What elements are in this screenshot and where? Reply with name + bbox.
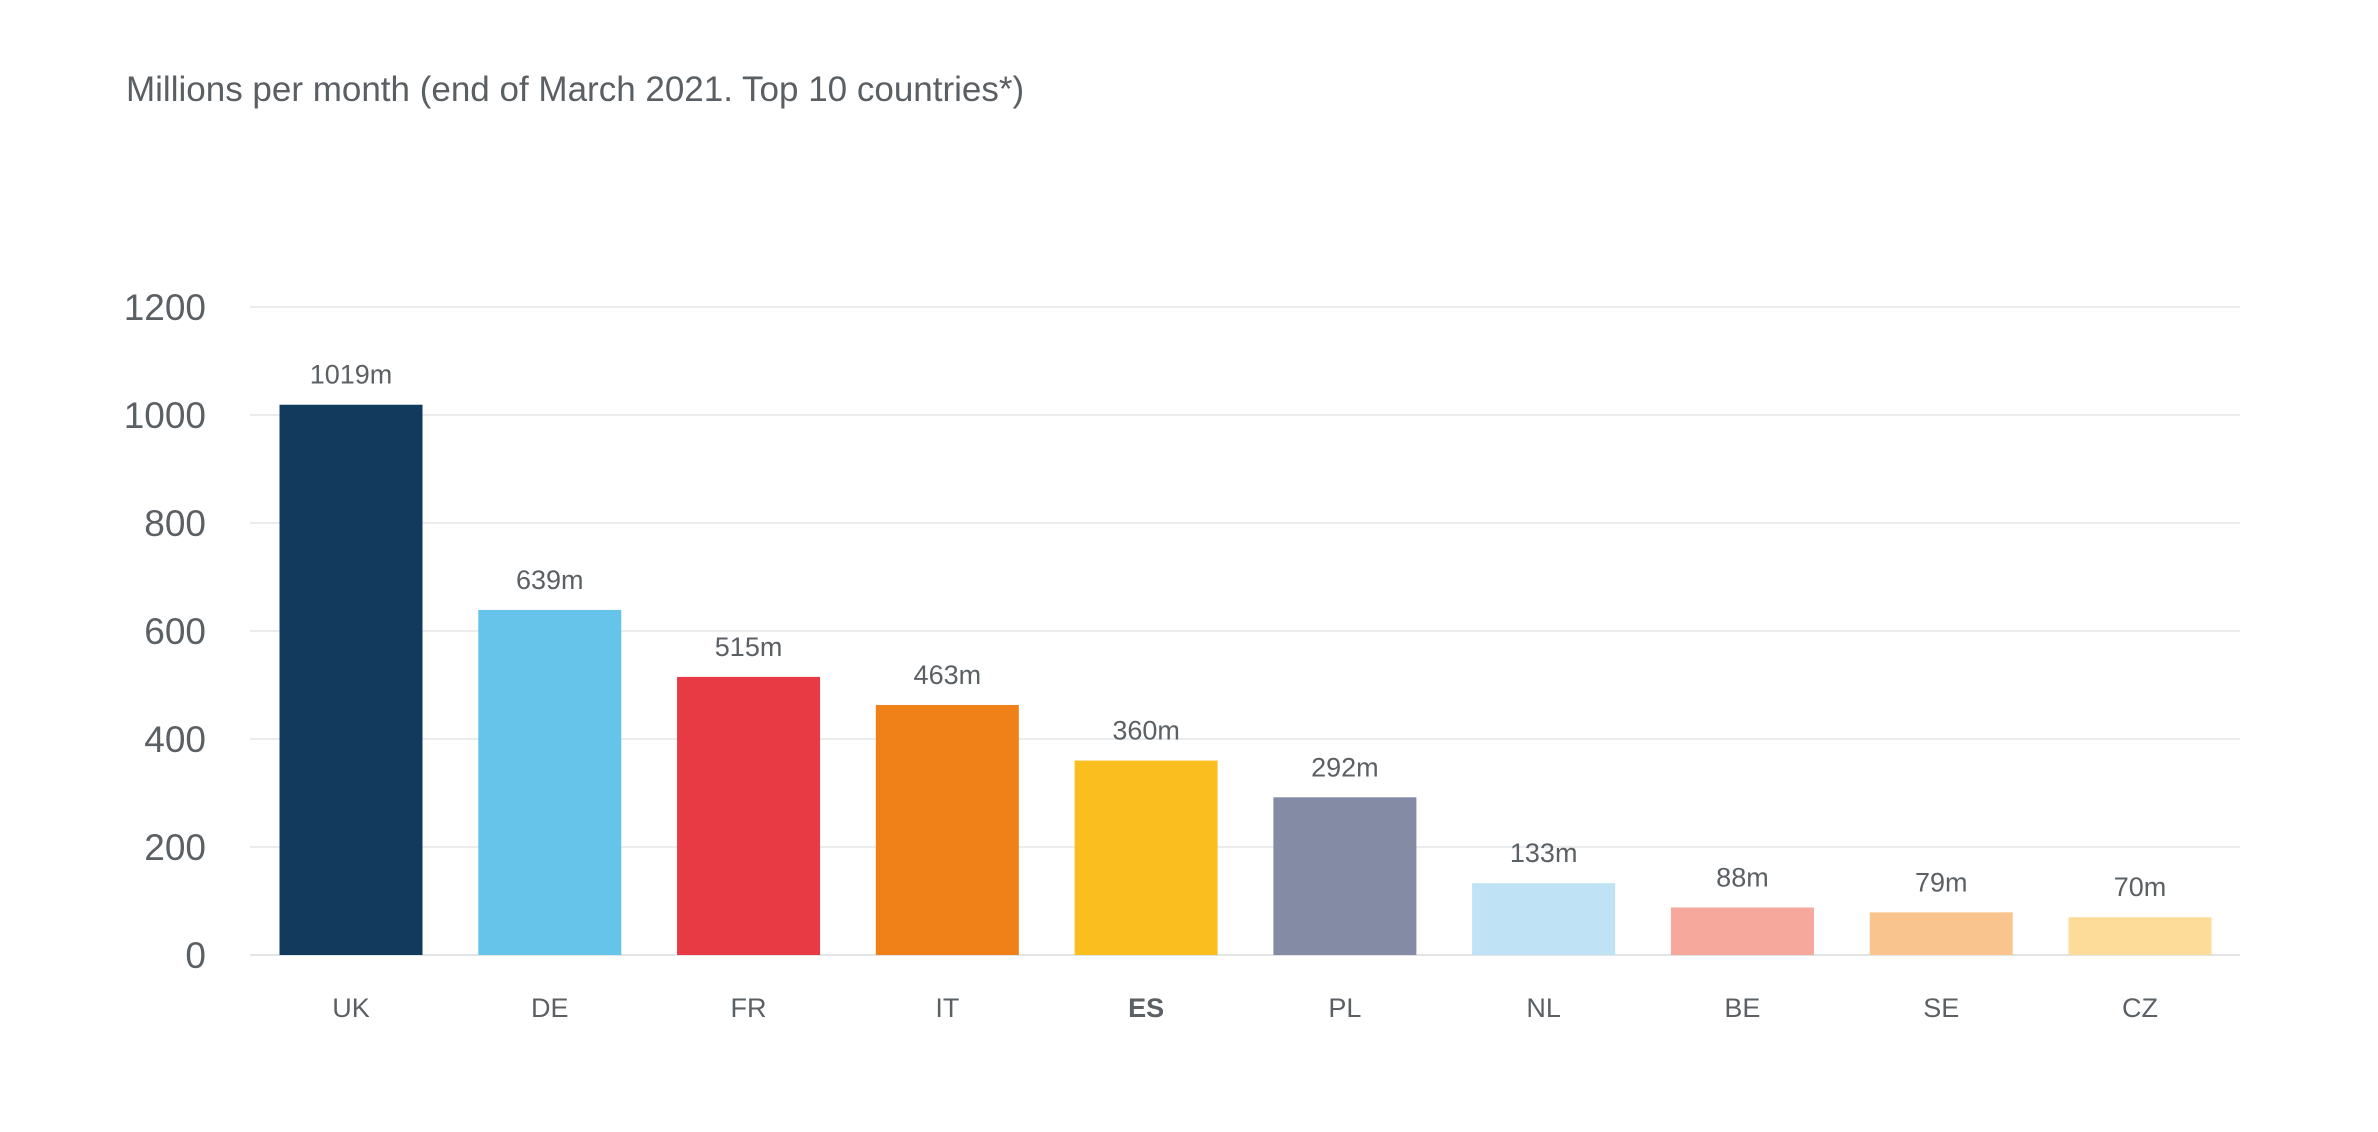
bars	[279, 404, 2212, 955]
data-label-se: 79m	[1915, 867, 1968, 897]
data-label-nl: 133m	[1510, 838, 1578, 868]
y-tick-label: 1000	[124, 395, 206, 436]
x-tick-label-be: BE	[1724, 993, 1760, 1023]
y-tick-label: 600	[144, 611, 206, 652]
data-label-de: 639m	[516, 565, 584, 595]
y-tick-label: 200	[144, 827, 206, 868]
y-tick-label: 400	[144, 719, 206, 760]
x-tick-label-cz: CZ	[2122, 993, 2158, 1023]
bar-es	[1074, 760, 1218, 955]
bar-de	[478, 609, 622, 955]
x-tick-label-fr: FR	[731, 993, 767, 1023]
y-tick-label: 0	[185, 935, 206, 976]
bar-se	[1869, 912, 2013, 955]
data-label-es: 360m	[1112, 716, 1180, 746]
data-label-pl: 292m	[1311, 752, 1379, 782]
chart-title: Millions per month (end of March 2021. T…	[126, 70, 1025, 109]
bar-cz	[2068, 917, 2212, 955]
y-tick-label: 1200	[124, 287, 206, 328]
x-tick-label-pl: PL	[1328, 993, 1361, 1023]
data-label-it: 463m	[914, 660, 982, 690]
bar-be	[1670, 907, 1814, 955]
x-tick-label-uk: UK	[332, 993, 370, 1023]
data-label-be: 88m	[1716, 862, 1769, 892]
x-axis-labels: UK DE FR IT ES PL NL BE SE CZ	[332, 993, 2158, 1023]
bar-it	[875, 704, 1019, 955]
x-tick-label-es: ES	[1128, 993, 1164, 1023]
data-labels: 1019m 639m 515m 463m 360m 292m 133m 88m 79m 70m	[310, 360, 2167, 902]
data-label-uk: 1019m	[310, 360, 393, 390]
bar-uk	[279, 404, 423, 955]
bar-pl	[1273, 797, 1417, 955]
y-axis-ticks: 0 200 400 600 800 1000 1200	[124, 287, 206, 976]
bar-fr	[677, 676, 821, 955]
data-label-cz: 70m	[2114, 872, 2167, 902]
x-tick-label-nl: NL	[1526, 993, 1561, 1023]
x-tick-label-de: DE	[531, 993, 569, 1023]
bar-nl	[1472, 883, 1616, 955]
y-tick-label: 800	[144, 503, 206, 544]
data-label-fr: 515m	[715, 632, 783, 662]
x-tick-label-it: IT	[935, 993, 959, 1023]
x-tick-label-se: SE	[1923, 993, 1959, 1023]
